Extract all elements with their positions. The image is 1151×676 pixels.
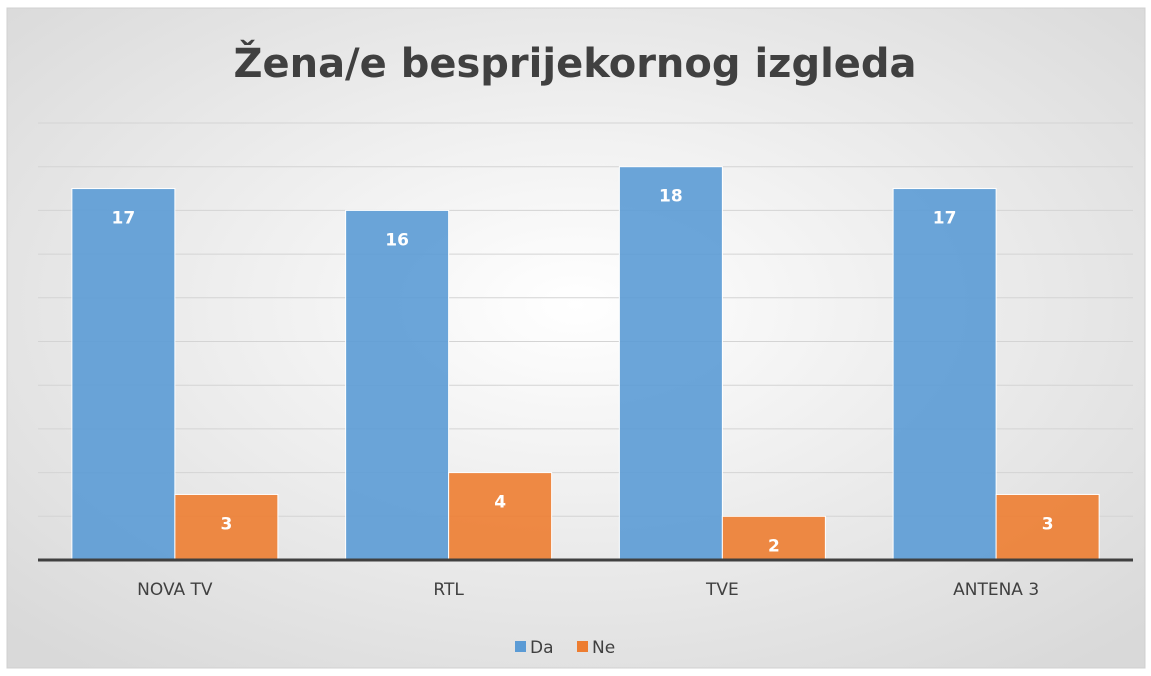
- bar: [71, 188, 176, 561]
- legend-swatch: [515, 641, 526, 652]
- x-tick-label: NOVA TV: [137, 580, 213, 600]
- data-label: 2: [768, 536, 780, 556]
- data-label: 17: [112, 209, 136, 229]
- data-label: 4: [494, 493, 506, 513]
- bar: [995, 493, 1100, 561]
- legend-swatch: [577, 641, 588, 652]
- bar: [174, 493, 279, 561]
- bar: [618, 166, 723, 561]
- x-tick-label: RTL: [433, 580, 464, 600]
- bar: [892, 188, 997, 561]
- data-label: 3: [220, 514, 232, 534]
- legend-label: Da: [530, 638, 554, 658]
- x-tick-label: ANTENA 3: [953, 580, 1039, 600]
- chart-title: Žena/e besprijekornog izgleda: [233, 39, 916, 87]
- data-label: 17: [933, 209, 957, 229]
- bar: [448, 472, 553, 561]
- bar: [721, 515, 826, 561]
- x-tick-label: TVE: [705, 580, 739, 600]
- data-label: 18: [659, 187, 683, 207]
- data-label: 3: [1042, 514, 1054, 534]
- data-label: 16: [385, 230, 409, 250]
- legend-label: Ne: [592, 638, 615, 658]
- bar: [345, 209, 450, 561]
